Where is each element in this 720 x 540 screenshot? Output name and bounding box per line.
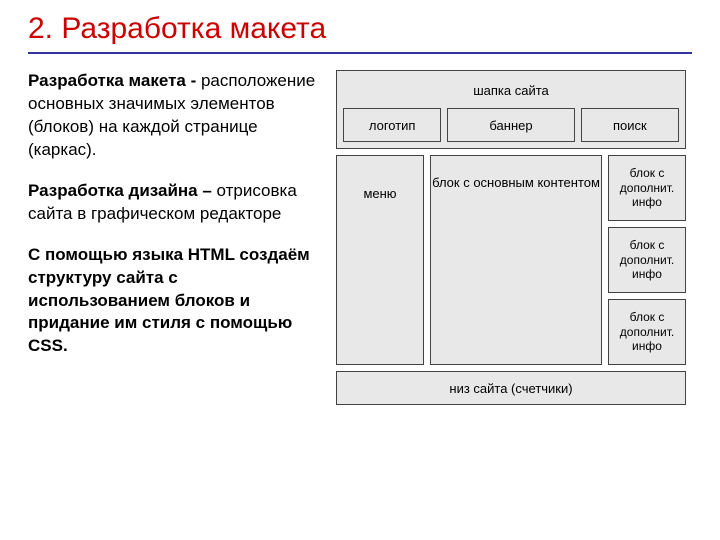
paragraph-2: Разработка дизайна – отрисовка сайта в г… [28,180,318,226]
wire-content-box: блок с основным контентом [430,155,602,365]
slide-title: 2. Разработка макета [28,12,692,54]
paragraph-3: С помощью языка HTML создаём структуру с… [28,244,318,359]
wire-side-box-2: блок с дополнит. инфо [608,227,686,293]
paragraph-1: Разработка макета - расположение основны… [28,70,318,162]
wire-side-column: блок с дополнит. инфо блок с дополнит. и… [608,155,686,365]
wireframe: шапка сайта логотип баннер поиск меню бл… [336,70,686,405]
p2-bold: Разработка дизайна – [28,181,212,200]
wire-header-title: шапка сайта [343,77,679,108]
wire-side-box-1: блок с дополнит. инфо [608,155,686,221]
wire-search-box: поиск [581,108,679,142]
content-row: Разработка макета - расположение основны… [28,70,692,405]
wire-footer-box: низ сайта (счетчики) [336,371,686,405]
wire-menu-box: меню [336,155,424,365]
wire-side-box-3: блок с дополнит. инфо [608,299,686,365]
wire-banner-box: баннер [447,108,574,142]
p1-bold: Разработка макета - [28,71,196,90]
wire-main-row: меню блок с основным контентом блок с до… [336,155,686,365]
text-column: Разработка макета - расположение основны… [28,70,318,405]
wire-header: шапка сайта логотип баннер поиск [336,70,686,149]
wire-logo-box: логотип [343,108,441,142]
